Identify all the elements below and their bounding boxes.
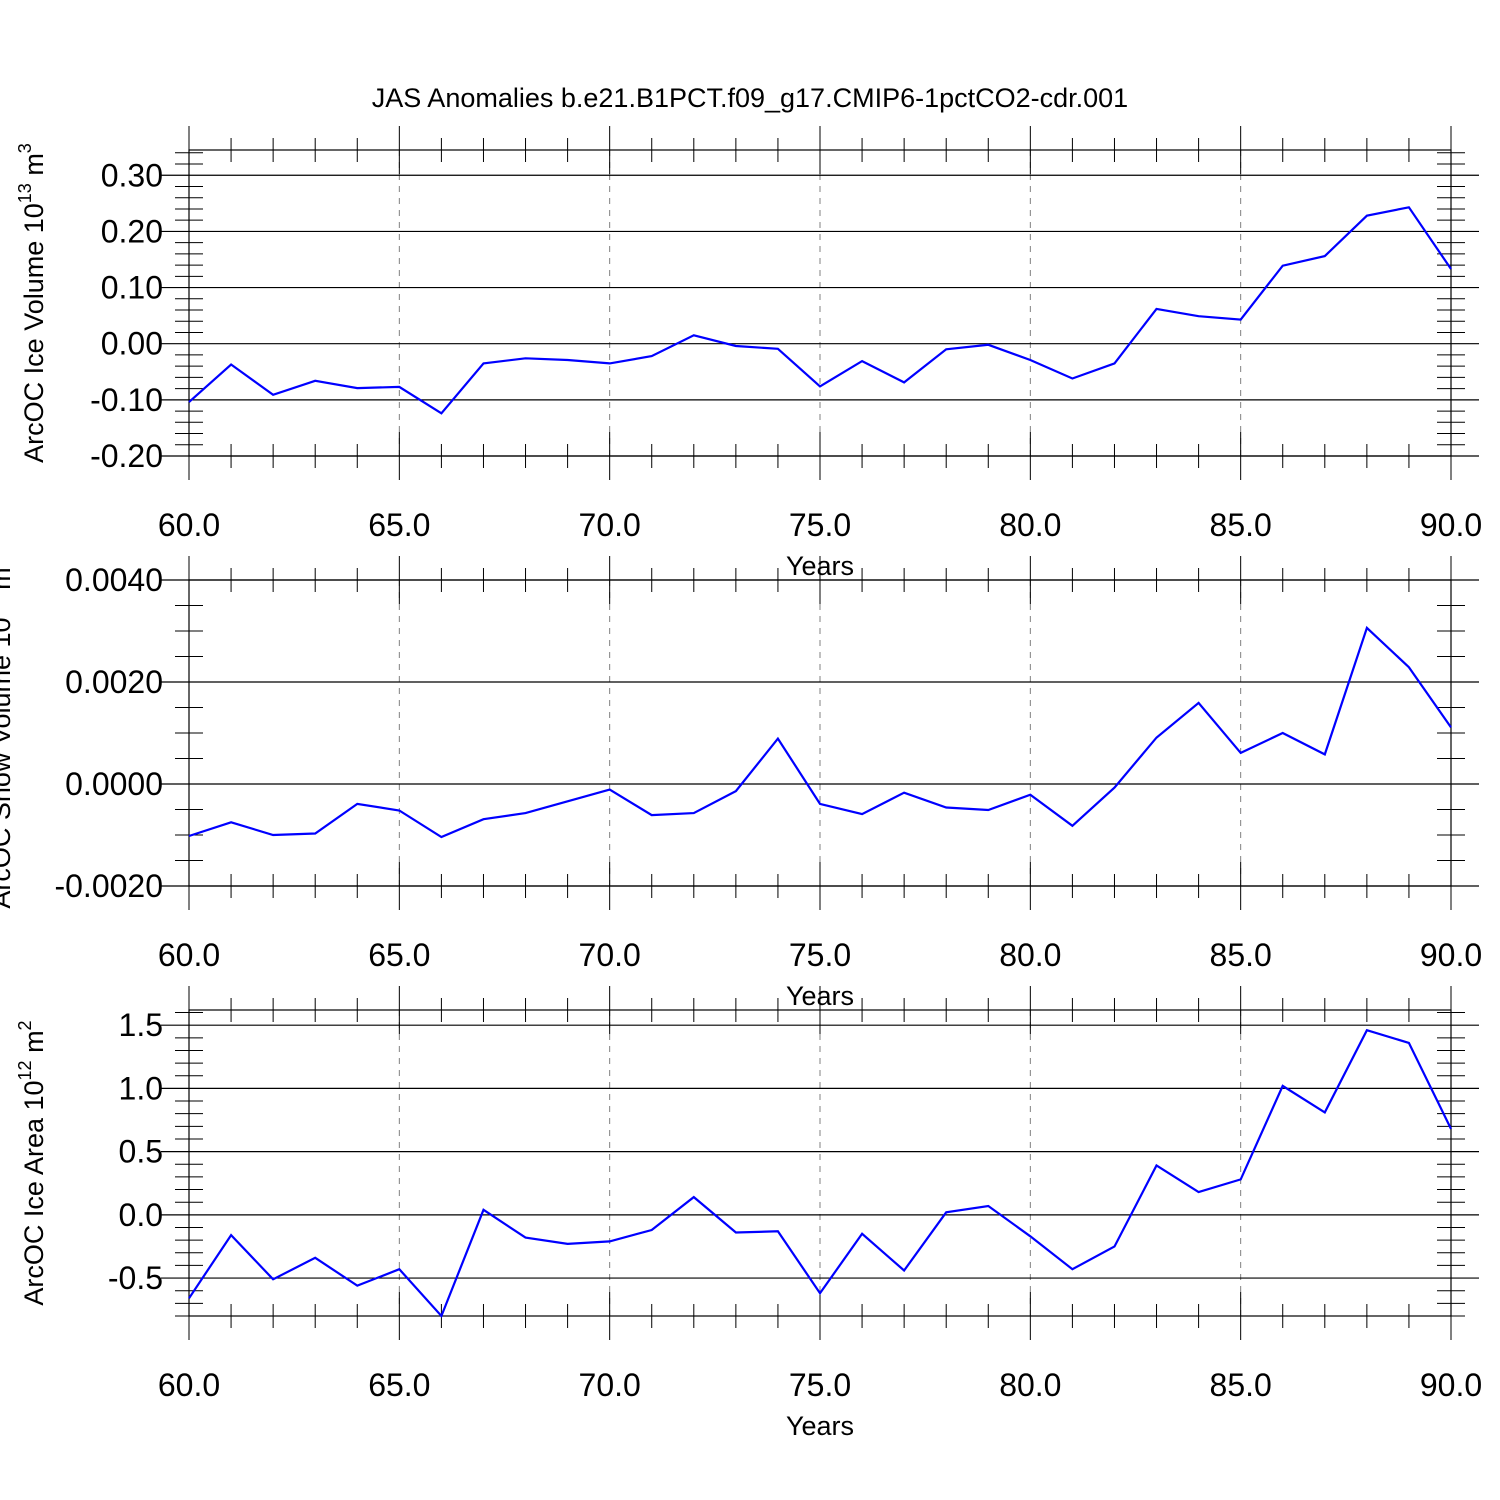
y-axis-title: ArcOC Snow Volume 1013 m3	[0, 557, 16, 908]
y-tick-label: 0.0020	[65, 664, 163, 700]
y-tick-label: 0.0	[119, 1197, 163, 1233]
y-tick-label: 0.5	[119, 1134, 163, 1170]
x-tick-label: 75.0	[789, 937, 851, 973]
x-tick-label: 90.0	[1420, 507, 1482, 543]
y-tick-label: 0.00	[101, 326, 163, 362]
y-tick-label: -0.20	[90, 438, 163, 474]
y-tick-label: -0.0020	[54, 868, 163, 904]
y-tick-label: 1.5	[119, 1007, 163, 1043]
y-tick-label: -0.10	[90, 382, 163, 418]
y-tick-label: 1.0	[119, 1070, 163, 1106]
x-tick-label: 90.0	[1420, 937, 1482, 973]
x-tick-label: 80.0	[999, 937, 1061, 973]
x-tick-label: 70.0	[579, 507, 641, 543]
y-tick-label: 0.30	[101, 157, 163, 193]
panels: 60.0 65.0 70.0 75.0 80.0 85.0 90.0 -0.20 -0.10 0.…	[0, 126, 1482, 1441]
y-tick-label: 0.20	[101, 213, 163, 249]
x-tick-label: 65.0	[368, 937, 430, 973]
y-axis-title-text: ArcOC Snow Volume 10	[0, 617, 16, 908]
x-tick-label: 85.0	[1210, 1367, 1272, 1403]
y-tick-label: -0.5	[108, 1260, 163, 1296]
y-axis-title: ArcOC Ice Volume 1013 m3	[15, 143, 49, 463]
y-tick-label: 0.0040	[65, 562, 163, 598]
y-tick-label: 0.0000	[65, 766, 163, 802]
y-axis-title-unit: m	[0, 567, 16, 597]
x-tick-label: 70.0	[579, 1367, 641, 1403]
y-axis-title-unit-exponent: 2	[15, 1020, 35, 1030]
x-tick-label: 85.0	[1210, 937, 1272, 973]
x-tick-label: 60.0	[158, 1367, 220, 1403]
y-axis-title-exponent: 12	[15, 1060, 35, 1080]
x-tick-label: 65.0	[368, 507, 430, 543]
y-axis-title-exponent: 13	[15, 183, 35, 203]
y-tick-label: 0.10	[101, 270, 163, 306]
y-axis-title: ArcOC Ice Area 1012 m2	[15, 1020, 49, 1305]
x-tick-label: 60.0	[158, 507, 220, 543]
x-tick-label: 90.0	[1420, 1367, 1482, 1403]
figure-title: JAS Anomalies b.e21.B1PCT.f09_g17.CMIP6-…	[372, 83, 1128, 113]
y-axis-title-text: ArcOC Ice Area 10	[19, 1080, 49, 1305]
x-tick-label: 70.0	[579, 937, 641, 973]
y-axis-title-text: ArcOC Ice Volume 10	[19, 203, 49, 463]
x-tick-label: 85.0	[1210, 507, 1272, 543]
x-tick-label: 80.0	[999, 507, 1061, 543]
x-tick-label: 80.0	[999, 1367, 1061, 1403]
x-tick-label: 60.0	[158, 937, 220, 973]
x-tick-label: 65.0	[368, 1367, 430, 1403]
y-axis-title-exponent: 13	[0, 597, 2, 617]
y-axis-title-unit-exponent: 3	[0, 557, 2, 567]
y-axis-title-unit: m	[19, 153, 49, 183]
chart-panel-2: 60.0 65.0 70.0 75.0 80.0 85.0 90.0 -0.0020 0.000…	[0, 556, 1482, 1011]
chart-panel-3: 60.0 65.0 70.0 75.0 80.0 85.0 90.0 -0.5 0.0 0.5 1.…	[15, 986, 1482, 1441]
y-axis-title-unit: m	[19, 1030, 49, 1060]
x-axis-title: Years	[786, 1411, 854, 1441]
x-tick-label: 75.0	[789, 507, 851, 543]
chart-panel-1: 60.0 65.0 70.0 75.0 80.0 85.0 90.0 -0.20 -0.10 0.…	[15, 126, 1482, 581]
x-tick-label: 75.0	[789, 1367, 851, 1403]
y-axis-title-unit-exponent: 3	[15, 143, 35, 153]
